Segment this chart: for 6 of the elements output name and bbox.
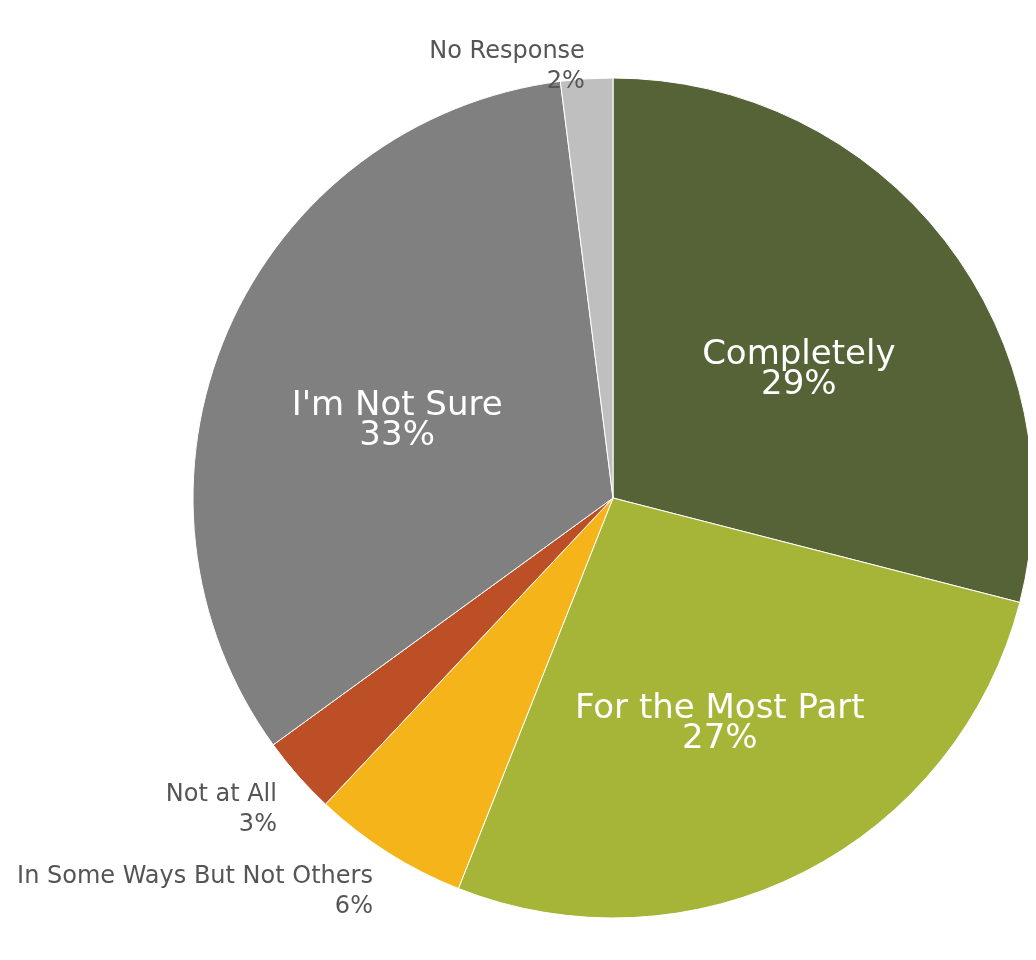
- data-label: 2%: [546, 65, 585, 94]
- data-label: 6%: [334, 891, 373, 920]
- data-label: 3%: [238, 809, 277, 838]
- slice-label: Not at All: [165, 779, 277, 808]
- slice-label: No Response: [429, 35, 585, 64]
- slice-label: In Some Ways But Not Others: [17, 861, 373, 890]
